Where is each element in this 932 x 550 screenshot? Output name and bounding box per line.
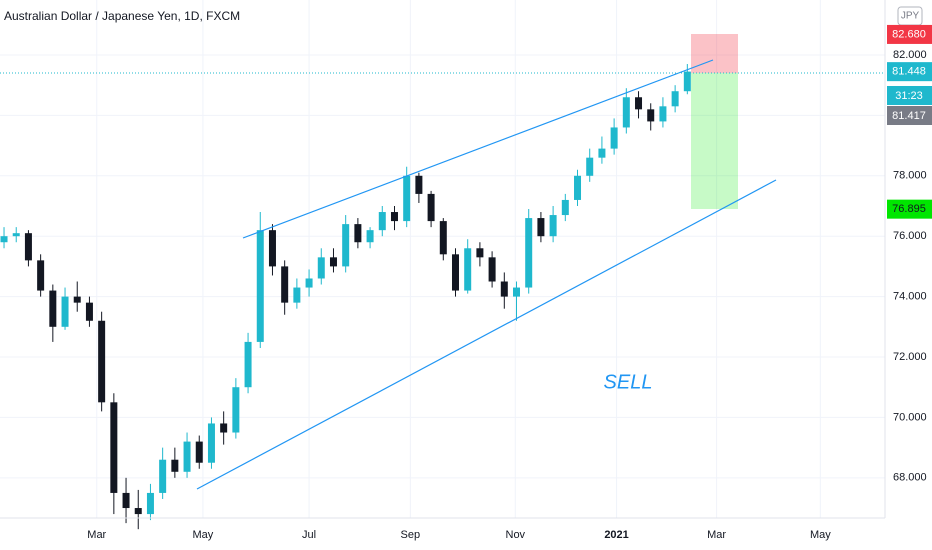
candle-body <box>220 423 228 433</box>
candle-body <box>439 221 447 255</box>
candle-body <box>464 248 472 291</box>
candle-body <box>647 109 655 122</box>
x-tick-label: Sep <box>401 529 421 541</box>
price-badge <box>887 199 932 219</box>
candle-body <box>366 230 374 243</box>
target-zone <box>691 73 738 209</box>
stop-zone <box>691 34 738 73</box>
candle-body <box>671 91 679 107</box>
price-badge-label: 81.448 <box>892 66 926 78</box>
x-tick-label: May <box>193 529 214 541</box>
annotation: SELL <box>604 371 653 393</box>
candle-body <box>390 212 398 222</box>
candle-body <box>305 278 313 288</box>
candle-body <box>244 341 252 388</box>
candle-body <box>622 97 630 128</box>
candle-body <box>329 257 337 267</box>
countdown-badge <box>887 86 932 105</box>
candle-body <box>342 224 350 267</box>
candle-body <box>378 212 386 231</box>
candle-body <box>24 233 32 261</box>
candle-body <box>659 106 667 122</box>
candle-body <box>85 302 93 321</box>
y-tick-label: 68.000 <box>893 472 927 484</box>
x-tick-label: 2021 <box>604 529 628 541</box>
candle-body <box>488 257 496 282</box>
currency: JPY <box>901 11 920 22</box>
candle-body <box>549 215 557 237</box>
candle-body <box>122 492 130 509</box>
candle-body <box>525 218 533 288</box>
candle-body <box>354 224 362 243</box>
bid-badge <box>887 106 932 125</box>
candle-body <box>561 199 569 216</box>
y-tick-label: 78.000 <box>893 170 927 182</box>
candle-body <box>12 233 20 237</box>
candle-body <box>586 157 594 176</box>
candle-body <box>451 254 459 291</box>
candle-body <box>37 260 45 291</box>
price-badge-label: 76.895 <box>892 203 926 215</box>
price-badge <box>887 24 932 44</box>
candle-body <box>317 257 325 279</box>
candle-body <box>159 459 167 493</box>
candle-body <box>476 248 484 258</box>
candle-body <box>183 441 191 472</box>
candle-body <box>171 459 179 472</box>
candles <box>0 64 691 530</box>
x-tick-label: May <box>810 529 831 541</box>
y-tick-label: 76.000 <box>893 230 927 242</box>
price-badge-label: 82.680 <box>892 28 926 40</box>
bid-label: 81.417 <box>892 110 926 122</box>
candle-body <box>134 508 142 515</box>
x-tick-label: Mar <box>707 529 726 541</box>
candle-body <box>0 236 8 243</box>
candle-body <box>146 492 154 515</box>
candle-body <box>256 230 264 342</box>
chart-title: Australian Dollar / Japanese Yen, 1D, FX… <box>4 9 240 23</box>
candle-body <box>415 175 423 194</box>
candle-body <box>683 71 691 92</box>
candle-body <box>427 193 435 222</box>
candle-body <box>293 287 301 303</box>
y-tick-label: 70.000 <box>893 411 927 423</box>
price-badges: 82.680 81.448 76.895 <box>887 24 932 219</box>
candle-body <box>403 175 411 222</box>
price-badge <box>887 62 932 82</box>
candle-body <box>207 423 215 463</box>
candle-body <box>537 218 545 237</box>
y-tick-label: 74.000 <box>893 291 927 303</box>
grid <box>0 0 885 518</box>
candle-body <box>73 296 81 303</box>
candle-body <box>268 230 276 267</box>
candle-body <box>232 387 240 433</box>
candle-body <box>598 148 606 158</box>
candle-body <box>513 287 521 297</box>
candle-body <box>610 127 618 149</box>
candle-body <box>98 320 106 403</box>
candle-body <box>110 402 118 493</box>
candle-body <box>195 441 203 463</box>
candle-body <box>635 97 643 110</box>
candle-body <box>500 281 508 297</box>
countdown: 31:23 <box>895 90 923 102</box>
lower-trend-line <box>196 179 777 490</box>
candle-body <box>49 290 57 327</box>
y-tick-label: 72.000 <box>893 351 927 363</box>
x-tick-label: Jul <box>302 529 316 541</box>
x-tick-label: Mar <box>87 529 106 541</box>
y-tick-label: 82.000 <box>893 49 927 61</box>
candle-body <box>281 266 289 303</box>
candle-body <box>61 296 69 327</box>
candle-body <box>574 175 582 200</box>
x-tick-label: Nov <box>506 529 526 541</box>
upper-trend-line <box>242 59 714 239</box>
